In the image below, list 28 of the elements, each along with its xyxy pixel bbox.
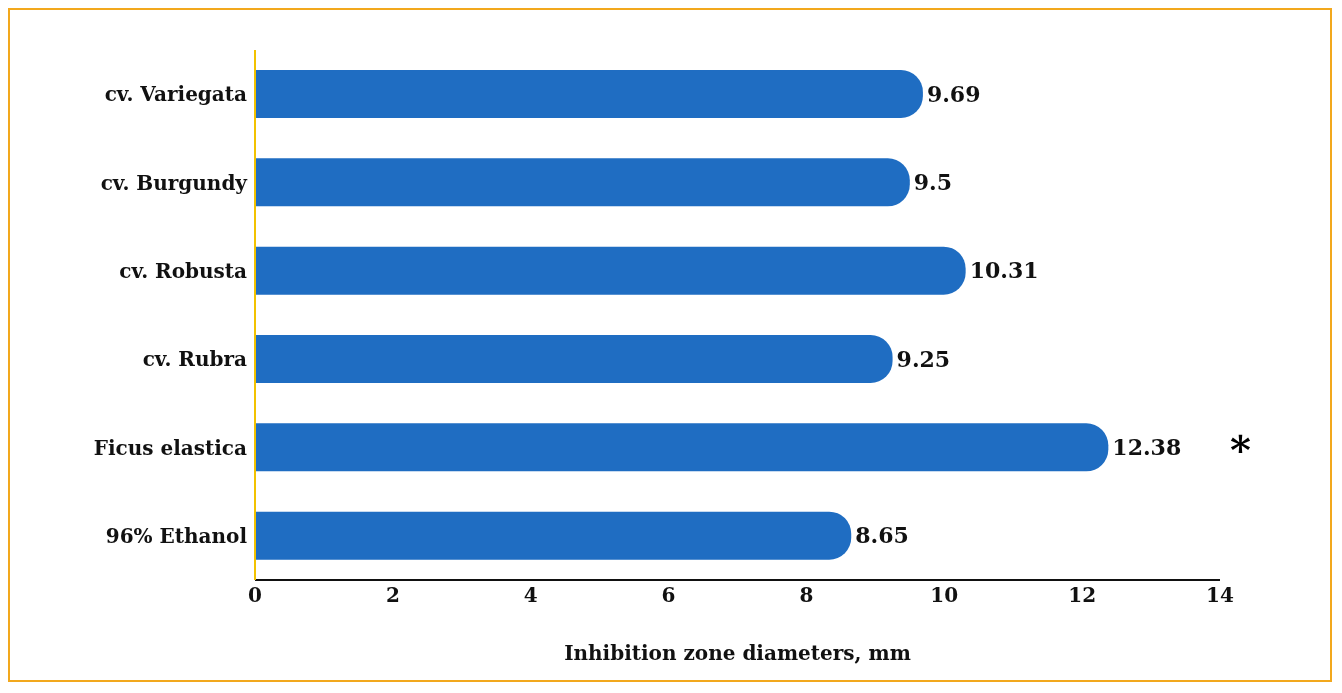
x-axis-title: Inhibition zone diameters, mm bbox=[564, 641, 911, 665]
bar bbox=[255, 246, 966, 295]
data-label: 8.65 bbox=[855, 522, 909, 549]
x-tick-label: 14 bbox=[1206, 583, 1234, 608]
x-tick-label: 6 bbox=[661, 583, 676, 608]
x-tick-label: 12 bbox=[1068, 583, 1097, 608]
bar bbox=[255, 158, 910, 207]
y-tick-label: cv. Rubra bbox=[142, 347, 248, 372]
bar bbox=[255, 511, 852, 560]
data-label: 9.5 bbox=[913, 169, 953, 196]
bar bbox=[255, 423, 1109, 472]
y-tick-label: cv. Variegata bbox=[104, 82, 248, 107]
x-tick-label: 10 bbox=[930, 583, 959, 608]
data-label: 9.25 bbox=[896, 345, 951, 372]
x-tick-label: 0 bbox=[248, 583, 262, 608]
bar bbox=[255, 70, 923, 118]
data-label: 9.69 bbox=[926, 80, 981, 107]
x-tick-label: 2 bbox=[385, 583, 400, 608]
y-tick-label: Ficus elastica bbox=[93, 435, 248, 460]
y-tick-label: cv. Robusta bbox=[119, 258, 248, 283]
x-tick-label: 4 bbox=[523, 583, 538, 608]
data-label: 12.38 bbox=[1112, 434, 1182, 461]
data-label: 10.31 bbox=[969, 257, 1039, 284]
bar bbox=[255, 335, 893, 383]
text: * bbox=[1230, 425, 1251, 473]
y-tick-label: cv. Burgundy bbox=[100, 170, 249, 195]
y-tick-label: 96% Ethanol bbox=[105, 523, 248, 548]
x-tick-label: 8 bbox=[799, 583, 814, 608]
